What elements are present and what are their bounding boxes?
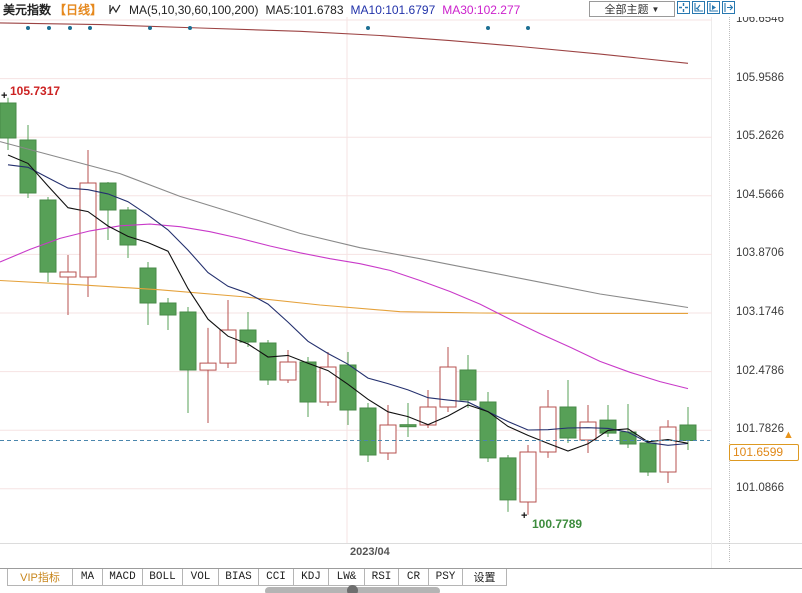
signal-dot [88, 26, 92, 30]
candle-up [519, 445, 537, 515]
period-low-label: 100.7789 [532, 517, 583, 531]
period-high-label: 105.7317 [10, 84, 61, 98]
candle-down [459, 355, 477, 408]
candle-down [359, 403, 377, 462]
candle-up [219, 300, 237, 368]
y-axis-label: 103.8706 [736, 247, 784, 259]
candlestick-chart[interactable] [0, 0, 712, 543]
horizontal-scrollbar[interactable] [265, 585, 440, 593]
candle-up [539, 390, 557, 458]
y-axis-label: 105.2626 [736, 130, 784, 142]
ma30-value-label: MA30:102.277 [442, 2, 521, 17]
y-axis-label: 105.9586 [736, 72, 784, 84]
theme-button-label: 全部主题 [604, 4, 649, 16]
ma5-value-label: MA5:101.6783 [265, 2, 344, 17]
period-low-marker: + [521, 510, 528, 522]
signal-dot [188, 26, 192, 30]
toolbar-tab-[interactable]: 设置 [463, 569, 507, 586]
toolbar-tab-psy[interactable]: PSY [429, 569, 463, 586]
toolbar-tab-vip[interactable]: VIP指标 [7, 569, 73, 586]
y-axis-tick-line [729, 12, 730, 562]
toolbar-tab-lw[interactable]: LW& [329, 569, 365, 586]
crosshair-icon[interactable] [677, 1, 690, 14]
candle-down [0, 97, 17, 150]
candle-down [259, 340, 277, 385]
ma10-value-label: MA10:101.6797 [350, 2, 436, 17]
candle-down [99, 182, 117, 240]
candle-down [159, 298, 177, 330]
y-axis-label: 102.4786 [736, 365, 784, 377]
candle-down [559, 380, 577, 443]
y-axis-label: 103.1746 [736, 306, 784, 318]
candle-down [299, 357, 317, 417]
ma10-line [7, 164, 689, 446]
ma100-line [0, 279, 688, 314]
x-axis-date-label: 2023/04 [350, 546, 390, 558]
ma-group-label: MA(5,10,30,60,100,200) [129, 2, 259, 17]
candle-down [639, 440, 657, 476]
chart-tool-icons [677, 1, 735, 14]
toolbar-tab-rsi[interactable]: RSI [365, 569, 399, 586]
toolbar-tab-ma[interactable]: MA [73, 569, 103, 586]
ma60-line [0, 141, 689, 309]
plot-bottom-border [0, 543, 802, 544]
signal-dot [486, 26, 490, 30]
candle-up [59, 255, 77, 315]
candle-down [239, 312, 257, 347]
candle-up [439, 347, 457, 412]
ma5-line [7, 154, 689, 452]
candle-up [279, 350, 297, 383]
toolbar-tab-vol[interactable]: VOL [183, 569, 219, 586]
y-axis-label: 101.7826 [736, 423, 784, 435]
period-label: 【日线】 [54, 3, 103, 17]
scrollbar-thumb[interactable] [347, 585, 358, 593]
ma30-line [0, 223, 689, 390]
candle-down [139, 262, 157, 325]
signal-dot [26, 26, 30, 30]
theme-select-button[interactable]: 全部主题 ▼ [589, 1, 675, 17]
chart-header: 美元指数 【日线】 MA(5,10,30,60,100,200) MA5:101.… [0, 0, 802, 17]
toolbar-tab-kdj[interactable]: KDJ [294, 569, 329, 586]
chart-shift-right-icon[interactable] [722, 1, 735, 14]
chart-compress-icon[interactable] [692, 1, 705, 14]
signal-dot [68, 26, 72, 30]
toolbar-tab-cci[interactable]: CCI [259, 569, 294, 586]
candle-down [179, 307, 197, 413]
signal-dot [526, 26, 530, 30]
candle-down [599, 405, 617, 437]
candle-down [619, 404, 637, 448]
price-pointer-icon: ▲ [783, 429, 794, 441]
last-price-tag: 101.6599 [729, 444, 799, 461]
indicator-toolbar: VIP指标 MA MACD BOLL VOL BIAS CCI KDJ LW& RSI CR PSY 设… [0, 568, 802, 586]
y-axis-label: 104.5666 [736, 189, 784, 201]
chevron-down-icon: ▼ [651, 4, 660, 14]
toolbar-tab-macd[interactable]: MACD [103, 569, 143, 586]
period-high-marker: + [1, 90, 8, 102]
candle-up [659, 420, 677, 483]
ma200-line [0, 22, 689, 64]
candle-up [199, 327, 217, 423]
signal-dot [366, 26, 370, 30]
candle-down [119, 207, 137, 258]
chart-play-icon[interactable] [707, 1, 720, 14]
y-axis-label: 101.0866 [736, 482, 784, 494]
axis-separator [711, 0, 712, 568]
candle-up [79, 150, 97, 297]
symbol-name: 美元指数 [3, 3, 52, 17]
toolbar-tab-cr[interactable]: CR [399, 569, 429, 586]
signal-dot [47, 26, 51, 30]
toolbar-tab-boll[interactable]: BOLL [143, 569, 183, 586]
candle-down [399, 403, 417, 437]
candle-up [319, 352, 337, 406]
candle-down [479, 392, 497, 462]
candle-down [499, 455, 517, 512]
candle-down [39, 197, 57, 282]
toolbar-tab-bias[interactable]: BIAS [219, 569, 259, 586]
candle-up [379, 405, 397, 460]
chart-type-icon[interactable] [109, 3, 122, 16]
signal-dot [148, 26, 152, 30]
